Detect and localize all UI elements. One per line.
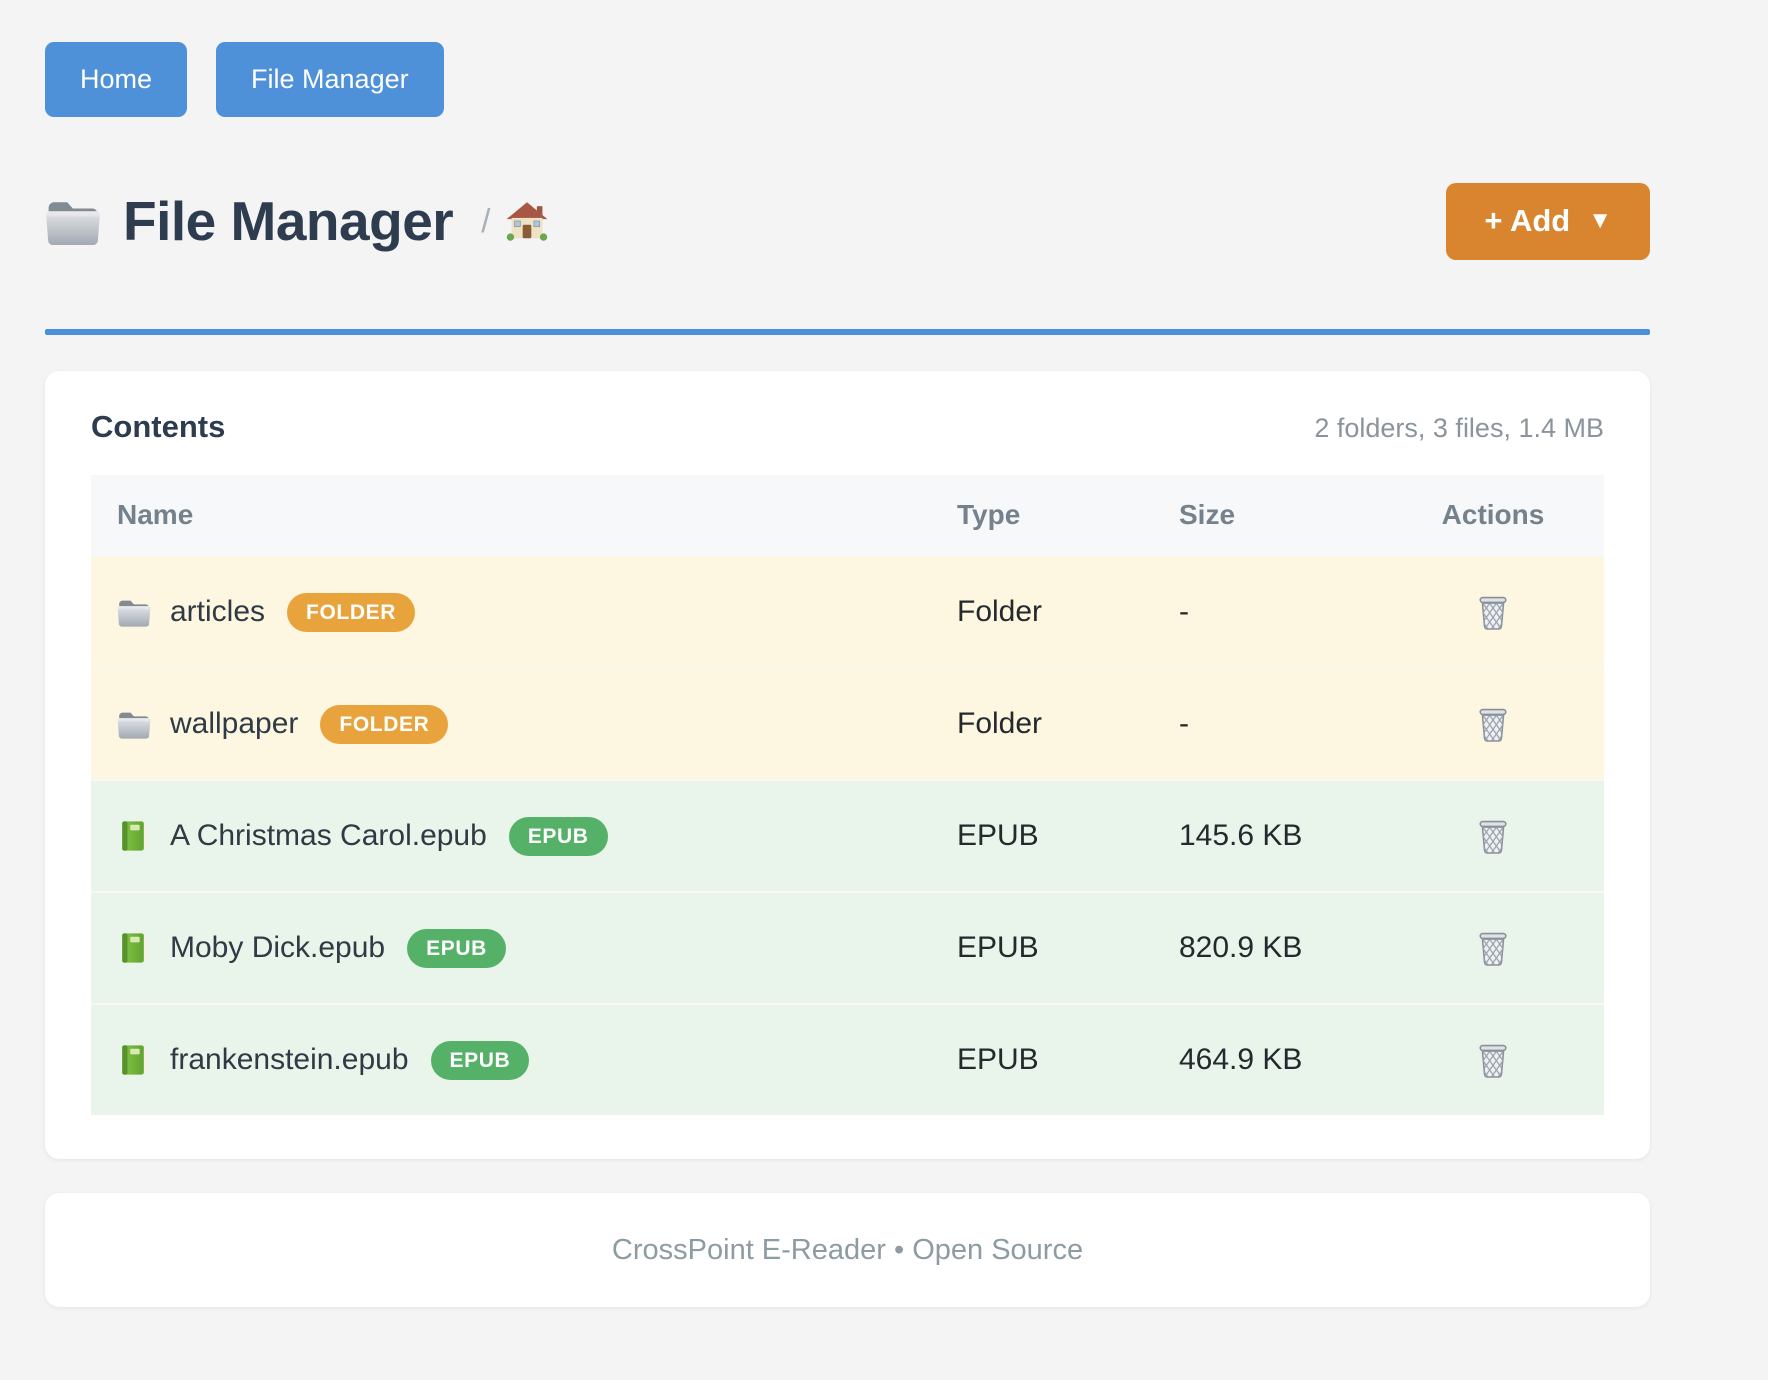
book-icon (117, 1044, 151, 1076)
contents-card-header: Contents 2 folders, 3 files, 1.4 MB (91, 409, 1604, 445)
column-header-actions: Actions (1441, 499, 1545, 530)
nav-file-manager-button[interactable]: File Manager (216, 42, 444, 117)
name-cell: A Christmas Carol.epub EPUB (91, 816, 945, 856)
trash-icon (1475, 704, 1511, 744)
delete-button[interactable] (1471, 700, 1515, 748)
file-type-badge: FOLDER (320, 704, 449, 744)
name-cell: wallpaper FOLDER (91, 704, 945, 744)
table-header-row: Name Type Size Actions (91, 475, 1604, 555)
file-name: Moby Dick.epub (170, 931, 386, 964)
file-name: wallpaper (170, 707, 299, 740)
actions-cell (1382, 812, 1604, 860)
file-type-badge: FOLDER (287, 592, 415, 632)
column-header-size: Size (1179, 499, 1236, 530)
file-type-badge: EPUB (407, 928, 506, 968)
folder-icon (45, 196, 101, 246)
file-type-badge: EPUB (430, 1040, 530, 1080)
column-header-type: Type (957, 499, 1021, 530)
trash-icon (1475, 592, 1511, 632)
breadcrumb-separator: / (481, 202, 491, 239)
actions-cell (1382, 700, 1604, 748)
table-row[interactable]: wallpaper FOLDER Folder - (91, 667, 1604, 779)
file-name: A Christmas Carol.epub (170, 819, 487, 852)
file-type-badge: EPUB (508, 816, 608, 856)
type-cell: EPUB (957, 819, 1039, 852)
contents-heading: Contents (91, 409, 226, 444)
column-header-name: Name (117, 499, 194, 530)
contents-card: Contents 2 folders, 3 files, 1.4 MB Name… (45, 371, 1650, 1159)
type-cell: EPUB (957, 1043, 1039, 1076)
folder-icon (117, 596, 151, 628)
file-name: frankenstein.epub (170, 1043, 409, 1076)
delete-button[interactable] (1471, 812, 1515, 860)
book-icon (117, 932, 151, 964)
actions-cell (1382, 1036, 1604, 1084)
add-button[interactable]: + Add ▼ (1446, 182, 1650, 260)
trash-icon (1475, 1040, 1511, 1080)
page-title: File Manager (123, 190, 454, 252)
trash-icon (1475, 816, 1511, 856)
breadcrumb: / (481, 201, 548, 241)
page-container: Home File Manager File Manager / + Add ▼… (45, 0, 1650, 1307)
size-cell: 464.9 KB (1179, 1043, 1303, 1076)
actions-cell (1382, 924, 1604, 972)
delete-button[interactable] (1471, 1036, 1515, 1084)
size-cell: - (1179, 595, 1189, 628)
chevron-down-icon: ▼ (1588, 207, 1612, 234)
nav-bar: Home File Manager (45, 42, 1650, 117)
type-cell: EPUB (957, 931, 1039, 964)
footer: CrossPoint E-Reader • Open Source (45, 1193, 1650, 1307)
home-icon[interactable] (506, 201, 548, 241)
folder-icon (117, 708, 151, 740)
size-cell: 820.9 KB (1179, 931, 1303, 964)
trash-icon (1475, 928, 1511, 968)
book-icon (117, 820, 151, 852)
name-cell: frankenstein.epub EPUB (91, 1040, 945, 1080)
add-button-label: + Add (1484, 203, 1571, 238)
actions-cell (1382, 588, 1604, 636)
file-table: Name Type Size Actions articles FOLDER F… (91, 475, 1604, 1115)
page-header: File Manager / + Add ▼ (45, 173, 1650, 269)
title-divider (45, 329, 1650, 335)
name-cell: articles FOLDER (91, 592, 945, 632)
table-row[interactable]: A Christmas Carol.epub EPUB EPUB 145.6 K… (91, 779, 1604, 891)
type-cell: Folder (957, 707, 1043, 740)
contents-summary: 2 folders, 3 files, 1.4 MB (1314, 413, 1604, 443)
type-cell: Folder (957, 595, 1043, 628)
table-row[interactable]: articles FOLDER Folder - (91, 555, 1604, 667)
size-cell: - (1179, 707, 1189, 740)
table-row[interactable]: Moby Dick.epub EPUB EPUB 820.9 KB (91, 891, 1604, 1003)
footer-text: CrossPoint E-Reader • Open Source (611, 1233, 1084, 1266)
size-cell: 145.6 KB (1179, 819, 1303, 852)
table-row[interactable]: frankenstein.epub EPUB EPUB 464.9 KB (91, 1003, 1604, 1115)
delete-button[interactable] (1471, 924, 1515, 972)
file-name: articles (170, 595, 266, 628)
name-cell: Moby Dick.epub EPUB (91, 928, 945, 968)
nav-home-button[interactable]: Home (45, 42, 188, 117)
delete-button[interactable] (1471, 588, 1515, 636)
table-body: articles FOLDER Folder - wallpaper FOLDE… (91, 555, 1604, 1115)
